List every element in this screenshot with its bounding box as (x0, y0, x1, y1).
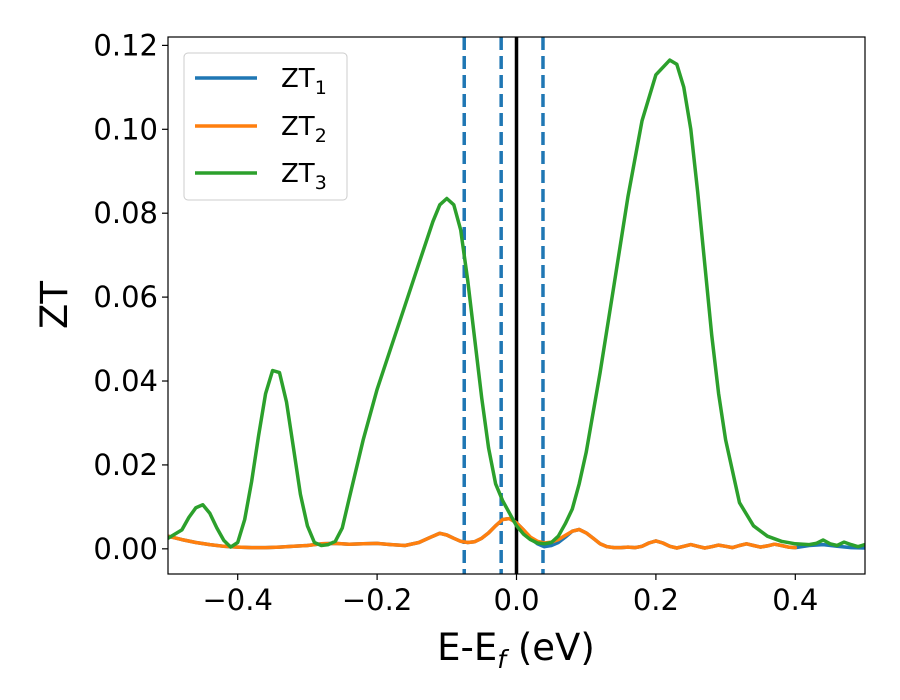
x-tick-label: 0.0 (493, 583, 539, 617)
x-axis-label-main: E-E (437, 626, 497, 669)
series-line-zt3 (168, 58, 865, 549)
x-axis-label-unit: (eV) (506, 626, 595, 669)
reference-lines (462, 37, 545, 574)
x-tick-label: 0.4 (772, 583, 818, 617)
y-tick-label: 0.06 (93, 280, 158, 314)
x-tick-label: −0.4 (202, 583, 272, 617)
legend-label-zt2: ZT2 (281, 112, 327, 147)
x-axis-ticks: −0.4 −0.2 0.0 0.2 0.4 (202, 574, 818, 617)
x-axis-label: E-Ef (eV) (437, 626, 595, 674)
y-tick-label: 0.04 (93, 364, 158, 398)
y-tick-label: 0.08 (93, 196, 158, 230)
legend: ZT1 ZT2 ZT3 (183, 52, 348, 201)
legend-label-zt3: ZT3 (281, 159, 327, 194)
x-tick-label: 0.2 (633, 583, 679, 617)
x-tick-label: −0.2 (342, 583, 412, 617)
y-tick-label: 0.10 (93, 112, 158, 146)
legend-label-zt1: ZT1 (281, 64, 327, 99)
series-layer (168, 58, 865, 550)
y-axis-label: ZT (33, 281, 76, 329)
y-axis-ticks: 0.00 0.02 0.04 0.06 0.08 0.10 0.12 (93, 28, 168, 566)
y-tick-label: 0.02 (93, 448, 158, 482)
legend-box (183, 52, 348, 201)
y-tick-label: 0.00 (93, 532, 158, 566)
y-tick-label: 0.12 (93, 28, 158, 62)
